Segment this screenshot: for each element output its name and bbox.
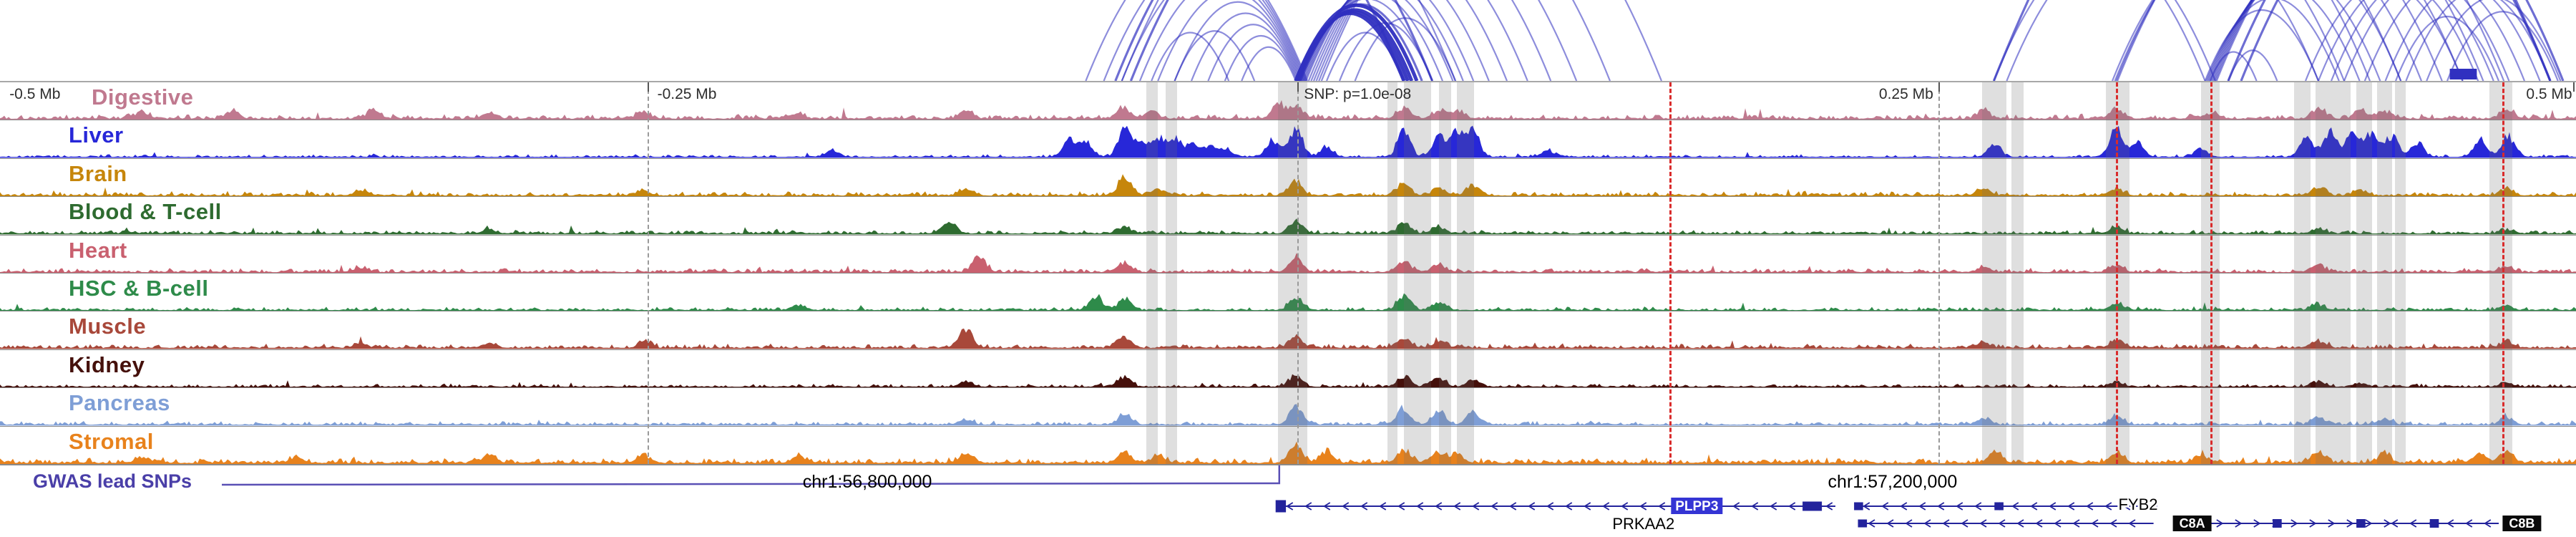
track-label: Blood & T-cell	[69, 199, 222, 225]
interaction-arc[interactable]	[2405, 0, 2552, 81]
interaction-arc[interactable]	[2384, 0, 2541, 81]
signal-plot	[0, 293, 2576, 311]
interaction-arc[interactable]	[2343, 0, 2510, 81]
interaction-arc[interactable]	[2446, 11, 2559, 81]
interaction-arc[interactable]	[2209, 51, 2258, 82]
interaction-arc[interactable]	[1325, 32, 1405, 82]
svg-text:C8A: C8A	[2180, 516, 2205, 531]
track-label: Kidney	[69, 352, 145, 377]
interaction-arc[interactable]	[1310, 0, 1528, 81]
gene-label-fyb2: FYB2	[2118, 495, 2157, 513]
gwas-connector-line	[221, 465, 1281, 486]
interaction-arc[interactable]	[2317, 0, 2479, 81]
gene-label-prkaa2: PRKAA2	[1612, 515, 1674, 533]
interaction-arc[interactable]	[1305, 0, 1490, 81]
interaction-arc[interactable]	[1302, 0, 1464, 81]
footer: GWAS lead SNPs chr1:56,800,000 chr1:57,20…	[0, 465, 2576, 537]
gene-label-plpp3[interactable]: PLPP3	[1671, 498, 1723, 514]
svg-text:C8B: C8B	[2509, 516, 2534, 531]
signal-tracks: Digestive Liver Brain Blood & T-cell Heart HS…	[0, 82, 2576, 465]
interaction-arc[interactable]	[1312, 0, 1552, 81]
interaction-arc[interactable]	[2240, 0, 2565, 81]
interaction-arc[interactable]	[1138, 0, 1304, 81]
gene-label-c8a[interactable]: C8A	[2172, 516, 2212, 531]
interaction-arc[interactable]	[1174, 1, 1302, 81]
interaction-arc[interactable]	[1174, 30, 1256, 81]
interaction-arc[interactable]	[1354, 17, 1457, 81]
interaction-arc[interactable]	[2363, 0, 2526, 81]
interaction-arc[interactable]	[1157, 0, 1303, 81]
interaction-arc[interactable]	[2426, 0, 2562, 81]
interaction-arc[interactable]	[1207, 24, 1299, 81]
track-label: Muscle	[69, 314, 147, 339]
gene-c8b[interactable]	[2384, 519, 2499, 528]
interaction-arc[interactable]	[2006, 0, 2217, 81]
signal-plot	[0, 404, 2576, 426]
genomic-coordinate-label: chr1:56,800,000	[802, 472, 932, 492]
track-label: Digestive	[92, 84, 194, 110]
signal-track-blood-t-cell[interactable]: Blood & T-cell	[0, 197, 2576, 236]
gene-fyb2-alt[interactable]	[1858, 519, 2154, 528]
signal-track-pancreas[interactable]: Pancreas	[0, 388, 2576, 427]
interaction-arc[interactable]	[2111, 0, 2320, 81]
signal-track-muscle[interactable]: Muscle	[0, 311, 2576, 350]
track-label: Pancreas	[69, 390, 170, 416]
signal-track-heart[interactable]: Heart	[0, 236, 2576, 274]
interaction-arc[interactable]	[1993, 0, 2206, 81]
genomic-coordinate-label: chr1:57,200,000	[1828, 472, 1958, 492]
interaction-arc[interactable]	[1190, 12, 1301, 82]
interaction-arc[interactable]	[2394, 15, 2500, 81]
interaction-arc[interactable]	[1304, 0, 1475, 81]
signal-plot	[0, 374, 2576, 388]
signal-track-stromal[interactable]: Stromal	[0, 427, 2576, 465]
interaction-arc[interactable]	[1121, 0, 1306, 81]
chromatin-interaction-arcs-track[interactable]	[0, 0, 2576, 81]
signal-plot	[0, 441, 2576, 465]
track-label: Brain	[69, 160, 127, 186]
signal-plot	[0, 252, 2576, 274]
signal-plot	[0, 174, 2576, 197]
signal-track-hsc-b-cell[interactable]: HSC & B-cell	[0, 274, 2576, 312]
gene-label-c8b[interactable]: C8B	[2502, 516, 2542, 531]
gene-prkaa2[interactable]	[1275, 500, 1835, 513]
signal-plot	[0, 100, 2576, 120]
interaction-arc[interactable]	[1151, 32, 1230, 82]
track-label: Liver	[69, 122, 124, 148]
gene-fyb2[interactable]	[1854, 502, 2157, 511]
interaction-arc[interactable]	[1085, 0, 1309, 81]
interaction-arc[interactable]	[1338, 22, 1433, 81]
track-label: Stromal	[69, 428, 154, 454]
gwas-lead-snps-track[interactable]	[0, 465, 2576, 498]
signal-track-liver[interactable]: Liver	[0, 120, 2576, 159]
signal-track-digestive[interactable]: Digestive	[0, 82, 2576, 121]
signal-track-area: Digestive Liver Brain Blood & T-cell Heart HS…	[0, 81, 2576, 465]
signal-plot	[0, 218, 2576, 235]
interaction-arc[interactable]	[1315, 0, 1578, 81]
interaction-arc[interactable]	[1299, 0, 1444, 81]
gene-c8a[interactable]	[2210, 519, 2401, 528]
signal-track-kidney[interactable]: Kidney	[0, 350, 2576, 389]
interaction-arc[interactable]	[2209, 0, 2402, 81]
track-label: HSC & B-cell	[69, 276, 209, 301]
arc-anchor-marker[interactable]	[2449, 69, 2477, 79]
interaction-arc[interactable]	[1224, 35, 1298, 81]
interaction-arc[interactable]	[1103, 0, 1307, 81]
interaction-arc[interactable]	[2304, 0, 2464, 81]
signal-track-brain[interactable]: Brain	[0, 159, 2576, 198]
interaction-arc[interactable]	[1307, 0, 1508, 81]
signal-plot	[0, 329, 2576, 349]
track-label: Heart	[69, 237, 127, 263]
gwas-lead-snps-label: GWAS lead SNPs	[33, 470, 192, 492]
signal-plot	[0, 125, 2576, 158]
svg-text:PLPP3: PLPP3	[1675, 499, 1718, 514]
